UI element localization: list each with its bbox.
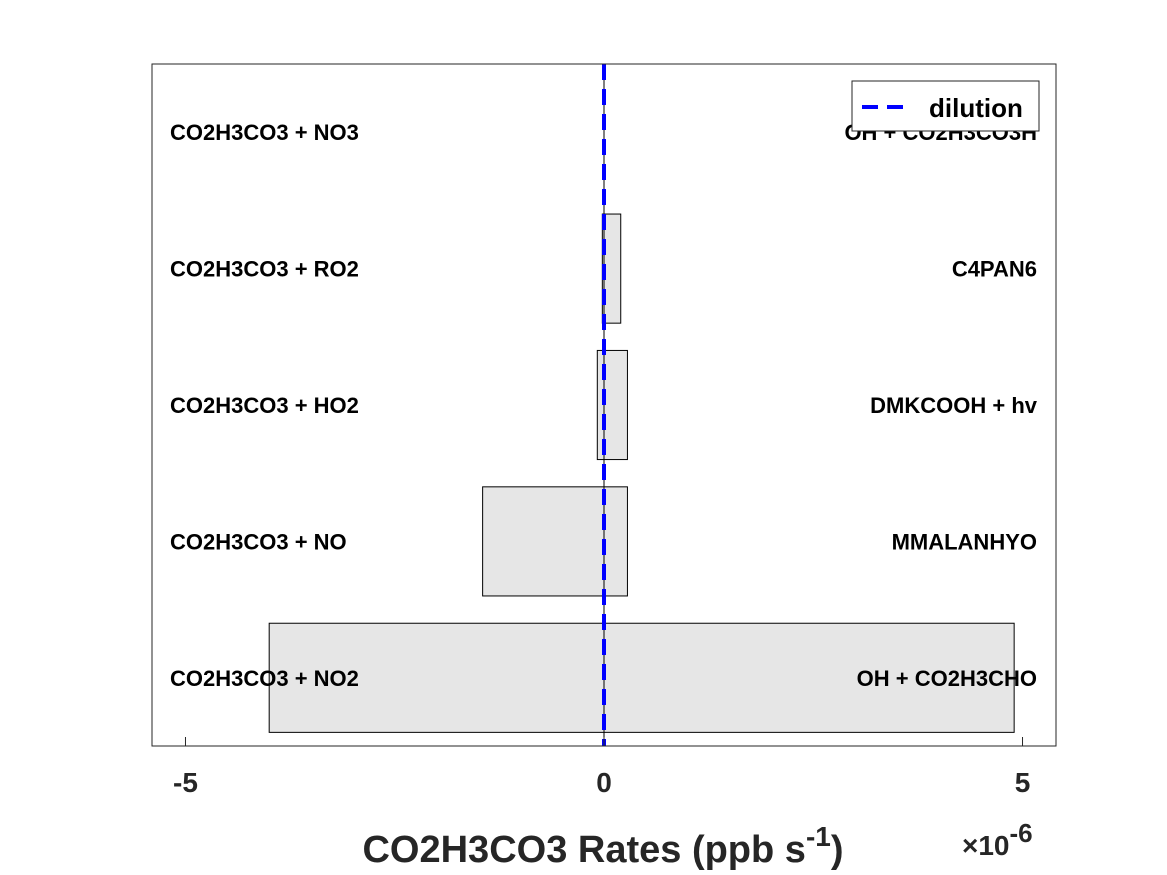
- production-bar-1: [603, 486, 628, 597]
- legend-dilution-label: dilution: [929, 93, 1023, 123]
- loss-label-1: CO2H3CO3 + NO: [170, 529, 347, 554]
- production-bar-0: [603, 622, 1015, 733]
- loss-label-0: CO2H3CO3 + NO2: [170, 666, 359, 691]
- production-label-1: MMALANHYO: [892, 529, 1037, 554]
- bars-group: [268, 213, 1015, 733]
- loss-label-2: CO2H3CO3 + HO2: [170, 393, 359, 418]
- loss-label-4: CO2H3CO3 + NO3: [170, 120, 359, 145]
- production-label-2: DMKCOOH + hv: [870, 393, 1038, 418]
- x-axis-multiplier: ×10-6: [962, 818, 1033, 861]
- x-tick-label-2: 5: [1015, 767, 1031, 798]
- production-label-0: OH + CO2H3CHO: [857, 666, 1037, 691]
- loss-bar-1: [482, 486, 605, 597]
- x-axis-label: CO2H3CO3 Rates (ppb s-1): [362, 821, 843, 871]
- production-label-3: C4PAN6: [952, 257, 1037, 282]
- x-tick-label-1: 0: [596, 767, 612, 798]
- x-tick-label-0: -5: [173, 767, 198, 798]
- legend-box: [851, 80, 1040, 132]
- production-bar-2: [603, 349, 628, 461]
- loss-label-3: CO2H3CO3 + RO2: [170, 257, 359, 282]
- loss-bar-0: [268, 622, 605, 733]
- x-ticks-group: -5 0 5: [173, 737, 1030, 798]
- production-bar-3: [603, 213, 622, 324]
- legend: dilution: [851, 80, 1040, 132]
